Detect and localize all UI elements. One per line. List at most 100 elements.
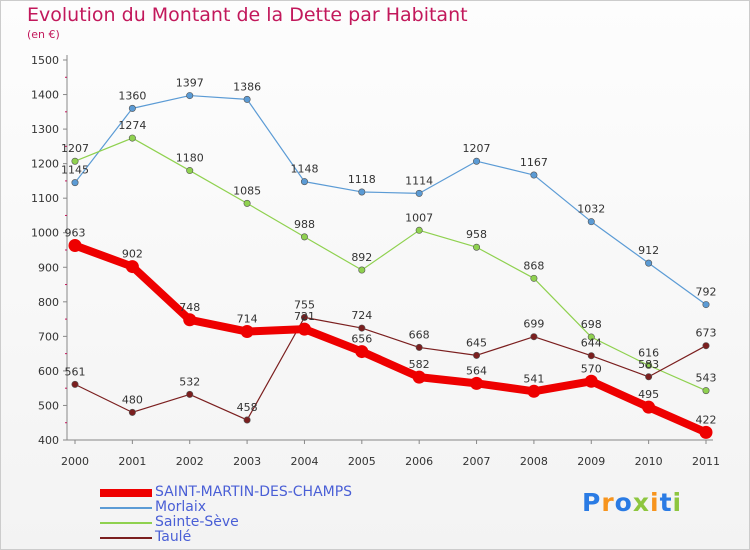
series-line-0	[71, 241, 710, 437]
data-label: 724	[351, 309, 372, 322]
data-label: 1386	[233, 80, 261, 93]
series-point-1	[358, 188, 366, 196]
series-point-1	[645, 259, 653, 267]
x-tick-label: 2011	[692, 455, 720, 468]
series-point-3	[530, 333, 538, 341]
data-label: 495	[638, 388, 659, 401]
series-point-2	[645, 361, 653, 369]
legend-item-taule: Taulé	[100, 530, 460, 546]
y-tick-label: 1200	[31, 158, 59, 171]
y-tick-label: 1300	[31, 123, 59, 136]
logo-letter: i	[672, 488, 683, 517]
series-point-1	[473, 157, 481, 165]
x-tick-label: 2001	[118, 455, 146, 468]
data-label: 583	[638, 358, 659, 371]
series-point-1	[587, 218, 595, 226]
data-label: 532	[179, 375, 200, 388]
series-point-3	[243, 416, 251, 424]
legend-swatch	[100, 537, 152, 539]
series-point-0	[183, 313, 197, 327]
data-label: 616	[638, 346, 659, 359]
series-line-1	[74, 94, 707, 306]
series-point-0	[240, 325, 254, 339]
data-label: 645	[466, 336, 487, 349]
data-label: 644	[581, 337, 602, 350]
logo-letter: r	[601, 488, 615, 517]
data-label: 564	[466, 364, 487, 377]
data-label: 480	[122, 393, 143, 406]
series-line-2	[74, 137, 707, 392]
x-tick-label: 2010	[635, 455, 663, 468]
legend-label: Taulé	[155, 529, 192, 545]
series-point-3	[300, 313, 308, 321]
x-tick-label: 2002	[176, 455, 204, 468]
data-label: 988	[294, 218, 315, 231]
data-label: 748	[179, 301, 200, 314]
logo-letter: P	[582, 488, 602, 517]
data-label: 1167	[520, 156, 548, 169]
data-label: 458	[237, 401, 258, 414]
y-tick-label: 1400	[31, 89, 59, 102]
x-tick-label: 2000	[61, 455, 89, 468]
series-point-2	[358, 266, 366, 274]
data-label: 1397	[176, 77, 204, 90]
series-point-0	[699, 425, 713, 439]
x-tick-label: 2005	[348, 455, 376, 468]
data-label: 1118	[348, 173, 376, 186]
data-label: 912	[638, 244, 659, 257]
x-tick-label: 2006	[405, 455, 433, 468]
data-label: 673	[696, 327, 717, 340]
legend-item-morlaix: Morlaix	[100, 500, 460, 516]
data-label: 668	[409, 328, 430, 341]
proxiti-logo: Proxiti	[582, 488, 682, 517]
data-label: 792	[696, 286, 717, 299]
series-point-2	[587, 333, 595, 341]
y-tick-label: 500	[38, 399, 59, 412]
series-point-1	[702, 301, 710, 309]
data-label: 721	[294, 310, 315, 323]
data-label: 1007	[405, 211, 433, 224]
data-label: 1274	[118, 119, 146, 132]
series-point-3	[645, 373, 653, 381]
legend-swatch	[100, 522, 152, 524]
data-label: 1148	[290, 163, 318, 176]
data-label: 541	[523, 372, 544, 385]
series-point-0	[412, 370, 426, 384]
series-point-0	[642, 400, 656, 414]
data-label: 755	[294, 298, 315, 311]
data-label: 1360	[118, 89, 146, 102]
series-point-1	[530, 171, 538, 179]
series-point-3	[415, 343, 423, 351]
series-point-3	[128, 408, 136, 416]
series-point-1	[300, 178, 308, 186]
x-tick-label: 2003	[233, 455, 261, 468]
data-label: 656	[351, 333, 372, 346]
data-label: 1085	[233, 184, 261, 197]
data-label: 1207	[61, 142, 89, 155]
legend-label: Morlaix	[155, 499, 207, 515]
series-point-3	[587, 352, 595, 360]
data-label: 561	[65, 365, 86, 378]
logo-letter: x	[632, 488, 650, 517]
x-tick-label: 2008	[520, 455, 548, 468]
series-point-2	[243, 199, 251, 207]
series-point-0	[584, 374, 598, 388]
series-point-1	[243, 95, 251, 103]
logo-letter: o	[614, 488, 633, 517]
x-tick-label: 2004	[290, 455, 318, 468]
series-line-3	[74, 316, 707, 421]
data-label: 698	[581, 318, 602, 331]
series-point-0	[68, 239, 82, 253]
data-label: 582	[409, 358, 430, 371]
y-tick-label: 900	[38, 261, 59, 274]
series-point-3	[71, 380, 79, 388]
series-point-2	[186, 167, 194, 175]
legend-label: Sainte-Sève	[155, 514, 239, 530]
y-tick-label: 800	[38, 296, 59, 309]
series-point-0	[125, 260, 139, 274]
series-point-0	[297, 322, 311, 336]
series-point-3	[702, 342, 710, 350]
legend-label: SAINT-MARTIN-DES-CHAMPS	[155, 484, 353, 500]
unit-label: (en €)	[27, 28, 60, 41]
